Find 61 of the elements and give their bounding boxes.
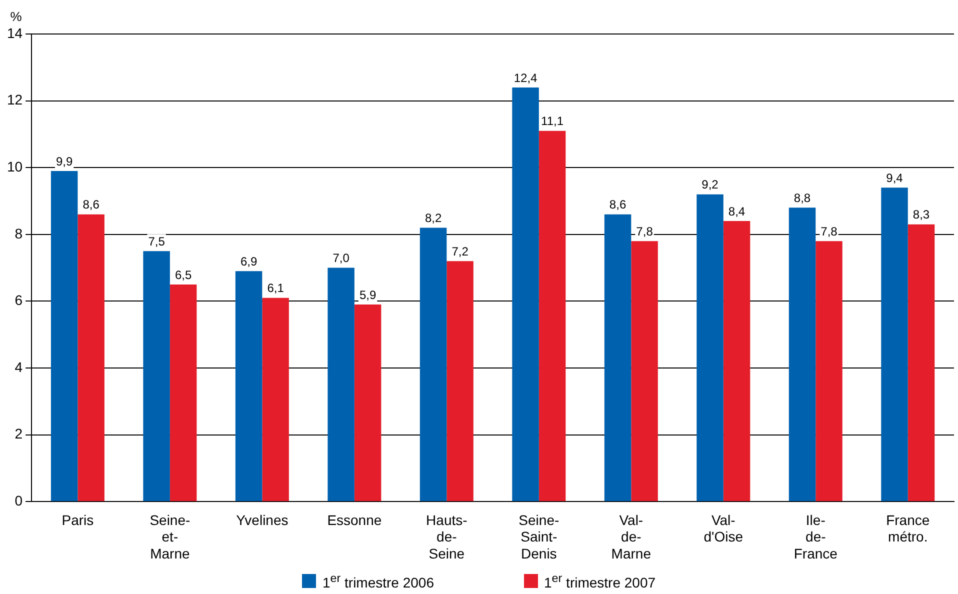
data-label: 8,4	[728, 204, 746, 218]
y-tick-label: 2	[14, 426, 23, 442]
data-label: 7,5	[148, 234, 166, 248]
x-tick-label: Paris	[62, 512, 94, 528]
data-label: 8,2	[424, 211, 442, 226]
bar	[78, 214, 104, 502]
x-tick-label: Essonne	[327, 512, 382, 528]
y-tick-label: 14	[6, 24, 23, 41]
data-label: 6,9	[240, 254, 258, 268]
x-tick-label: Seine-Saint-Denis	[518, 512, 560, 562]
bar	[908, 224, 935, 502]
x-tick-label: Ile-de-France	[794, 512, 838, 562]
data-label: 7,2	[452, 244, 469, 258]
x-tick-label: Seine-et-Marne	[150, 512, 191, 562]
data-label: 8,6	[82, 198, 100, 212]
data-label: 11,1	[541, 114, 564, 128]
data-label: 8,3	[912, 208, 930, 222]
data-label: 7,0	[332, 251, 350, 266]
y-tick-label: 6	[14, 292, 23, 308]
bar	[723, 221, 750, 502]
bar	[354, 304, 382, 502]
y-tick-label: 0	[14, 492, 23, 508]
x-tick-label: Yvelines	[236, 512, 288, 528]
bar	[446, 261, 474, 502]
y-tick-label: 12	[6, 92, 23, 108]
x-tick-label: Val-d'Oise	[704, 512, 744, 545]
bar	[881, 188, 908, 502]
bar	[328, 268, 354, 502]
x-tick-label: Hauts-de-Seine	[426, 512, 468, 562]
y-axis-title: %	[10, 9, 22, 24]
data-label: 9,9	[56, 154, 73, 168]
bar	[143, 251, 170, 502]
bar	[631, 241, 658, 502]
data-label: 7,8	[820, 224, 838, 238]
data-label: 12,4	[514, 70, 538, 85]
bar	[788, 208, 816, 502]
bar	[604, 214, 632, 502]
y-tick-label: 4	[14, 358, 23, 375]
bar	[512, 87, 539, 502]
bar	[420, 228, 447, 502]
data-label: 8,8	[794, 190, 811, 205]
data-label: 9,4	[886, 170, 904, 185]
y-tick-label: 10	[6, 158, 23, 174]
data-label: 9,2	[702, 178, 719, 192]
bar	[235, 271, 262, 502]
bar	[538, 130, 566, 502]
bar	[816, 241, 842, 502]
bar	[50, 170, 78, 502]
y-tick-label: 8	[14, 225, 23, 242]
bar	[262, 298, 289, 502]
data-label: 6,5	[174, 268, 192, 282]
data-label: 7,8	[636, 224, 654, 238]
legend-label: 1$^{er}$ trimestre 2006	[322, 572, 434, 591]
bar	[696, 194, 724, 502]
x-tick-label: France métro.	[886, 512, 930, 545]
legend-label: 1$^{er}$ trimestre 2007	[544, 572, 656, 591]
bar	[170, 284, 197, 502]
data-label: 6,1	[267, 281, 284, 296]
x-tick-label: Val-de-Marne	[611, 512, 652, 562]
data-label: 5,9	[359, 288, 376, 302]
data-label: 8,6	[609, 198, 626, 212]
